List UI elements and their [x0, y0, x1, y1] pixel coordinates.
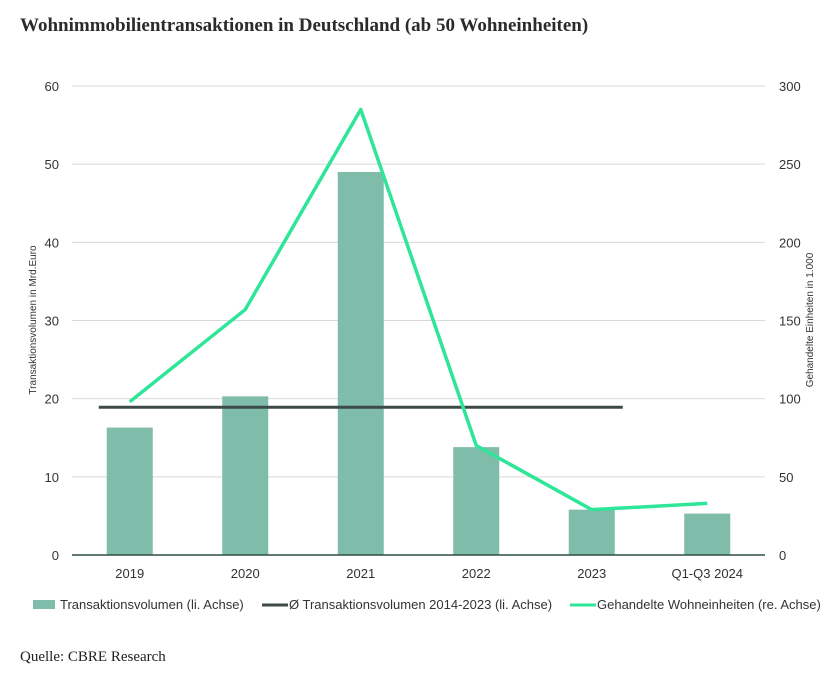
x-tick-label: 2019 [115, 566, 144, 581]
source-note: Quelle: CBRE Research [20, 649, 166, 665]
y-right-tick-label: 0 [779, 548, 786, 563]
y-axis-left-label: Transaktionsvolumen in Mrd.Euro [28, 245, 39, 395]
units-line [128, 107, 708, 512]
y-left-tick-label: 10 [45, 470, 59, 485]
bar [568, 509, 615, 555]
legend-label-average: Ø Transaktionsvolumen 2014-2023 (li. Ach… [289, 597, 552, 612]
y-left-tick-label: 40 [45, 235, 59, 250]
legend-label-units: Gehandelte Wohneinheiten (re. Achse) [597, 597, 821, 612]
y-right-tick-label: 50 [779, 470, 793, 485]
bar [453, 447, 500, 555]
x-axis: 2019 2020 2021 2022 2023 Q1-Q3 2024 [72, 554, 765, 581]
x-tick-label: Q1-Q3 2024 [671, 566, 743, 581]
bar [106, 427, 153, 555]
y-axis-right-label: Gehandelte Einheiten in 1.000 [805, 252, 816, 387]
bar [684, 513, 731, 555]
bars [106, 171, 731, 555]
y-axis-right: 0 50 100 150 200 250 300 [779, 79, 801, 563]
legend-label-bars: Transaktionsvolumen (li. Achse) [60, 597, 244, 612]
chart-title: Wohnimmobilientransaktionen in Deutschla… [20, 15, 589, 36]
y-left-tick-label: 30 [45, 314, 59, 329]
y-right-tick-label: 100 [779, 392, 801, 407]
legend-swatch-bars [33, 600, 55, 609]
y-left-tick-label: 50 [45, 157, 59, 172]
y-right-tick-label: 200 [779, 235, 801, 250]
x-tick-label: 2021 [346, 566, 375, 581]
y-right-tick-label: 250 [779, 157, 801, 172]
gridlines [72, 85, 765, 478]
y-right-tick-label: 300 [779, 79, 801, 94]
chart-area: 2019 2020 2021 2022 2023 Q1-Q3 2024 0 10 20 30 40… [28, 79, 821, 612]
y-axis-left: 0 10 20 30 40 50 60 [45, 79, 59, 563]
x-tick-label: 2022 [462, 566, 491, 581]
x-tick-label: 2020 [231, 566, 260, 581]
bar [337, 171, 384, 555]
y-right-tick-label: 150 [779, 314, 801, 329]
y-left-tick-label: 0 [52, 548, 59, 563]
y-left-tick-label: 20 [45, 392, 59, 407]
y-left-tick-label: 60 [45, 79, 59, 94]
bar [222, 396, 269, 555]
series-lines [98, 107, 708, 512]
x-tick-label: 2023 [577, 566, 606, 581]
legend: Transaktionsvolumen (li. Achse) Ø Transa… [33, 597, 821, 612]
